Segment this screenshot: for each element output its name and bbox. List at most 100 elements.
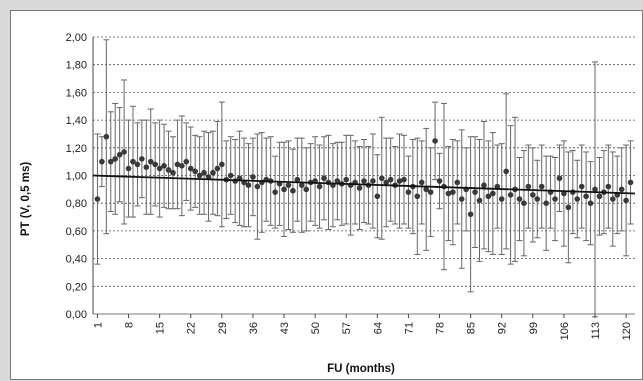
data-point (165, 167, 172, 173)
data-point (401, 176, 407, 183)
data-point (281, 186, 287, 193)
data-point (396, 178, 403, 184)
data-point (516, 196, 523, 202)
y-tick-label: 0,20 (66, 281, 87, 293)
data-point (196, 172, 203, 179)
data-point (476, 197, 483, 204)
x-tick-label: 50 (310, 322, 322, 334)
data-point (414, 193, 421, 200)
y-tick-label: 1,80 (66, 60, 87, 72)
y-tick-label: 1,60 (66, 87, 87, 99)
y-tick-label: 2,00 (66, 32, 87, 44)
data-point (356, 185, 363, 191)
x-tick-label: 92 (497, 322, 509, 334)
data-point (556, 175, 563, 182)
data-point (107, 158, 114, 165)
data-point (201, 169, 207, 176)
data-point (192, 168, 198, 175)
trend-line (92, 174, 636, 195)
x-tick-label: 85 (466, 322, 478, 334)
data-point (578, 183, 585, 190)
data-point (596, 193, 603, 200)
data-point (143, 164, 150, 170)
data-point (538, 183, 545, 190)
x-tick-label: 43 (279, 322, 291, 334)
data-point (467, 211, 474, 218)
data-point (99, 158, 105, 165)
y-tick-label: 0,00 (66, 309, 87, 321)
data-point (290, 187, 296, 194)
data-point (174, 161, 181, 168)
chart-frame: 0,00 0,20 0,40 0,60 0,80 1,00 1,20 1,40 1,60 1,80… (10, 10, 643, 380)
data-point (170, 169, 176, 176)
data-point (378, 175, 385, 182)
data-point (205, 174, 212, 180)
data-point (370, 178, 376, 184)
data-point (587, 200, 594, 206)
x-axis-ticks: 1 8 15 22 29 36 43 50 57 64 71 78 85 92 99 106 113 120 (92, 314, 633, 340)
data-point (627, 179, 634, 186)
data-point (183, 158, 190, 165)
data-point (210, 169, 216, 176)
data-point (565, 204, 572, 211)
y-tick-label: 1,40 (66, 115, 87, 127)
data-point (472, 189, 478, 195)
data-point (179, 163, 185, 169)
data-point (432, 138, 438, 144)
data-point (498, 196, 505, 202)
data-point (445, 190, 452, 197)
x-tick-label: 64 (372, 322, 384, 334)
data-point (525, 183, 532, 190)
data-point (490, 190, 496, 197)
data-point (543, 200, 549, 206)
x-tick-label: 57 (341, 322, 353, 334)
x-tick-label: 22 (186, 322, 198, 334)
data-point (605, 183, 612, 190)
data-point (94, 196, 101, 202)
data-point (316, 183, 323, 190)
data-point (436, 178, 443, 184)
data-point (299, 182, 305, 188)
data-point (609, 196, 616, 202)
x-tick-label: 8 (124, 322, 136, 328)
data-point (227, 172, 234, 179)
data-point (254, 183, 261, 190)
x-tick-label: 120 (621, 322, 633, 340)
data-point (121, 149, 127, 155)
data-point (574, 196, 581, 202)
data-point (147, 158, 154, 165)
data-point (374, 193, 381, 200)
data-point (503, 168, 509, 175)
y-tick-label: 1,00 (66, 171, 87, 183)
data-point (272, 189, 278, 195)
data-point (219, 161, 225, 168)
data-point (623, 197, 629, 204)
y-tick-label: 0,80 (66, 198, 87, 210)
data-point (161, 163, 167, 169)
data-point (130, 158, 136, 165)
y-axis-title: PT (V, 0,5 ms) (20, 162, 32, 237)
data-point (334, 178, 341, 184)
data-point (152, 161, 158, 168)
y-tick-label: 0,60 (66, 226, 87, 238)
data-point (418, 179, 425, 186)
data-point (552, 196, 558, 202)
data-point (383, 179, 390, 186)
data-point (387, 176, 394, 183)
data-point (156, 165, 163, 172)
trend-line-group (92, 174, 636, 195)
data-point (125, 165, 132, 172)
data-point (361, 178, 367, 184)
data-point (485, 193, 492, 200)
data-point (321, 175, 327, 182)
data-point (423, 186, 429, 193)
data-point (116, 151, 123, 158)
data-point (112, 156, 119, 162)
data-point (245, 182, 252, 188)
data-point (285, 182, 292, 188)
x-tick-label: 1 (92, 322, 104, 328)
data-point (458, 196, 465, 202)
data-point (103, 133, 110, 140)
data-point (214, 165, 221, 172)
data-point (134, 161, 141, 168)
